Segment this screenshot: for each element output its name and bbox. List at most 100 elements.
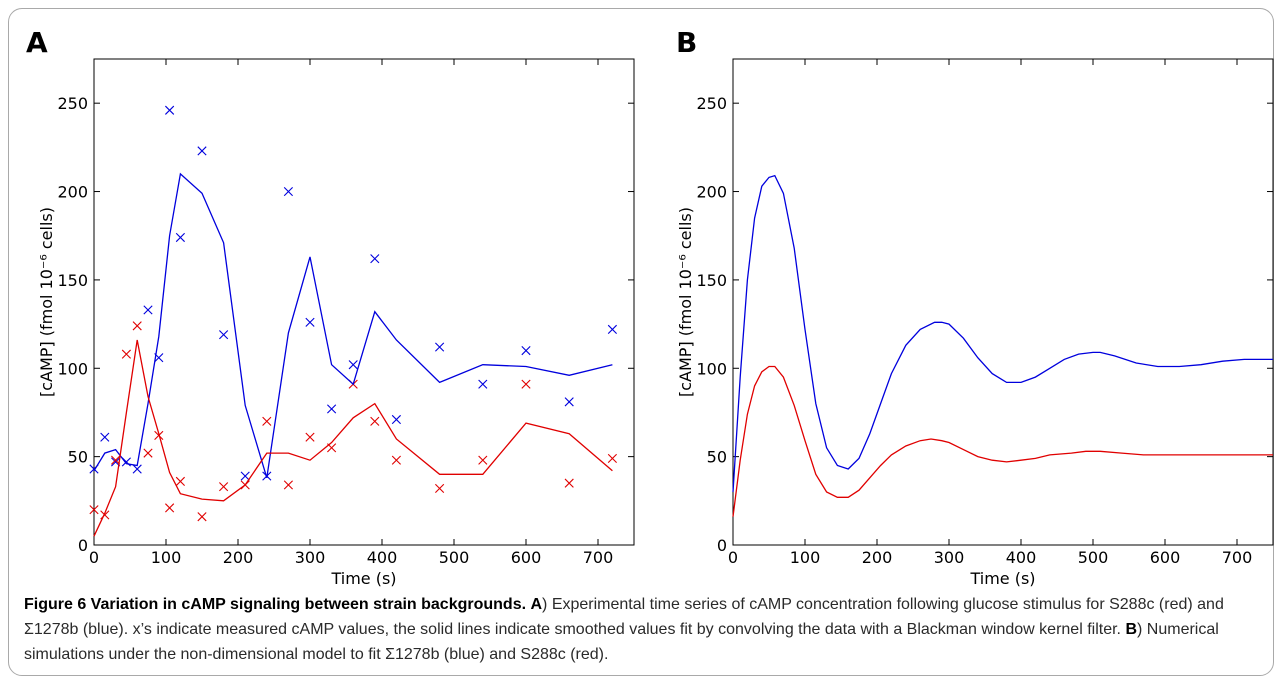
marker-stroke [391,414,401,425]
blue-data-point [283,186,293,197]
red-data-point [197,512,207,522]
panel-a-ylabel: [cAMP] (fmol 10⁻⁶ cells) [37,207,56,397]
x-tick-label: 600 [1150,548,1181,567]
marker-stroke [607,453,617,463]
marker-stroke [175,476,185,486]
panel-a-letter: A [26,26,48,59]
marker-stroke [219,330,229,340]
y-tick-label: 50 [68,448,88,467]
panel-b-ylabel: [cAMP] (fmol 10⁻⁶ cells) [676,207,695,397]
plot-frame [93,58,635,546]
panel-b-xlabel: Time (s) [969,569,1035,588]
marker-stroke [240,471,250,481]
marker-stroke [327,404,337,414]
blue-data-point [564,397,574,407]
red-data-point [219,482,229,492]
y-tick-label: 50 [707,448,727,467]
marker-stroke [121,349,131,359]
y-tick-label: 0 [717,536,727,555]
marker-stroke [154,353,164,363]
blue-data-point [143,305,153,315]
caption-a-label: A [530,596,543,613]
marker-stroke [305,432,315,442]
panel-b-plot: 0 100 200 300 400 500 600 700 0 50 100 150 200 250 [696,58,1274,567]
blue-data-point [348,360,358,370]
red-data-point [283,480,293,490]
y-tick-label: 100 [57,359,88,378]
marker-stroke [391,455,401,465]
red-data-point [521,379,531,389]
red-data-point [89,505,99,515]
figure-frame [8,8,1274,676]
x-tick-label: 400 [1006,548,1037,567]
red-series-line [93,339,613,537]
blue-data-point [370,254,380,264]
marker-stroke [197,512,207,522]
red-series-line [732,365,1273,517]
marker-stroke [478,455,488,465]
y-tick-label: 100 [696,359,727,378]
blue-series-line [732,174,1273,493]
x-tick-label: 0 [89,548,99,567]
red-data-point [305,432,315,442]
panel-b-letter: B [676,26,697,59]
marker-stroke [165,105,175,115]
marker-stroke [370,254,380,264]
x-tick-label: 200 [223,548,254,567]
blue-data-point [240,471,250,481]
blue-data-point [391,414,401,425]
blue-data-point [305,317,315,327]
x-tick-label: 700 [583,548,614,567]
marker-stroke [111,457,121,467]
figure-caption: Figure 6 Variation in cAMP signaling bet… [24,592,1254,667]
x-tick-label: 300 [934,548,965,567]
marker-stroke [111,455,121,465]
panel-a-xlabel: Time (s) [330,569,396,588]
y-tick-label: 250 [57,94,88,113]
x-tick-label: 200 [862,548,893,567]
red-data-point [121,349,131,359]
marker-stroke [219,482,229,492]
x-tick-label: 100 [790,548,821,567]
marker-stroke [175,232,185,243]
marker-stroke [564,397,574,407]
marker-stroke [521,379,531,389]
x-tick-label: 0 [728,548,738,567]
marker-stroke [283,186,293,197]
marker-stroke [132,321,142,331]
x-tick-label: 400 [367,548,398,567]
marker-stroke [143,305,153,315]
marker-stroke [435,342,445,352]
marker-stroke [607,324,617,334]
blue-series-line [93,172,613,478]
caption-figure-label: Figure 6 Variation in cAMP signaling bet… [24,596,527,613]
x-tick-label: 100 [151,548,182,567]
x-tick-label: 600 [511,548,542,567]
x-tick-label: 500 [1078,548,1109,567]
figure-canvas: A 0 100 200 300 400 500 600 700050100150200250 … [26,26,1274,588]
marker-stroke [370,416,380,426]
x-tick-label: 500 [439,548,470,567]
marker-stroke [435,483,445,494]
panel-a-plot: 0 100 200 300 400 500 600 700 0 50 100 150 200 250 [57,58,635,567]
blue-data-point [327,404,337,414]
red-data-point [564,478,574,488]
caption-a-text: ) Experimental time series of cAMP conce… [24,596,1224,638]
marker-stroke [348,360,358,370]
blue-data-point [132,464,142,474]
marker-stroke [327,443,337,453]
marker-stroke [143,448,153,458]
y-tick-label: 150 [57,271,88,290]
marker-stroke [132,464,142,474]
y-tick-label: 250 [696,94,727,113]
marker-stroke [121,457,131,467]
red-data-point [132,321,142,331]
marker-stroke [283,480,293,490]
marker-stroke [197,146,207,156]
caption-b-label: B [1125,621,1138,638]
red-data-point [143,448,153,458]
x-tick-label: 300 [295,548,326,567]
marker-stroke [100,432,110,442]
y-tick-label: 200 [57,183,88,202]
marker-stroke [564,478,574,488]
